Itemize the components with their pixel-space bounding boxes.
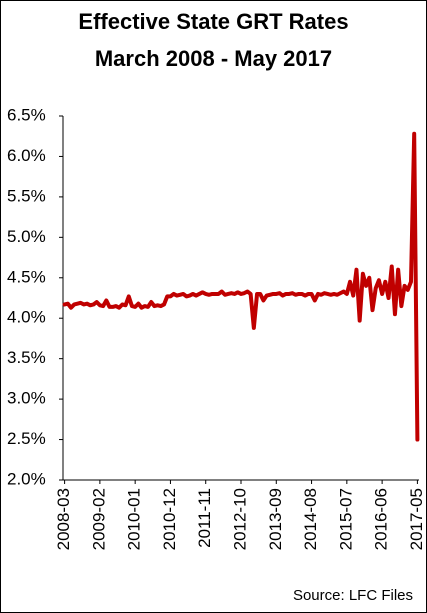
source-note: Source: LFC Files: [293, 587, 413, 604]
x-tick-label: 2015-07: [336, 488, 355, 550]
x-tick-label: 2016-06: [372, 488, 391, 550]
x-tick-label: 2012-10: [230, 488, 249, 550]
y-tick-label: 5.0%: [7, 227, 46, 246]
x-tick-label: 2010-01: [125, 488, 144, 550]
y-tick-label: 5.5%: [7, 186, 46, 205]
y-tick-label: 2.0%: [7, 469, 46, 488]
data-line: [62, 131, 420, 442]
x-tick-label: 2009-02: [89, 488, 108, 550]
y-tick-label: 4.5%: [7, 267, 46, 286]
x-tick-label: 2010-12: [160, 488, 179, 550]
x-tick-label: 2014-08: [301, 488, 320, 550]
x-tick-label: 2011-11: [195, 488, 214, 548]
y-tick-label: 2.5%: [7, 429, 46, 448]
x-tick-label: 2013-09: [266, 488, 285, 550]
y-tick-label: 6.5%: [7, 105, 46, 124]
y-tick-label: 4.0%: [7, 308, 46, 327]
x-tick-label: 2008-03: [54, 488, 73, 550]
y-tick-label: 3.5%: [7, 348, 46, 367]
y-tick-label: 3.0%: [7, 389, 46, 408]
y-tick-label: 6.0%: [7, 146, 46, 165]
x-tick-label: 2017-05: [407, 488, 426, 550]
chart-title: Effective State GRT Rates March 2008 - M…: [78, 9, 349, 71]
